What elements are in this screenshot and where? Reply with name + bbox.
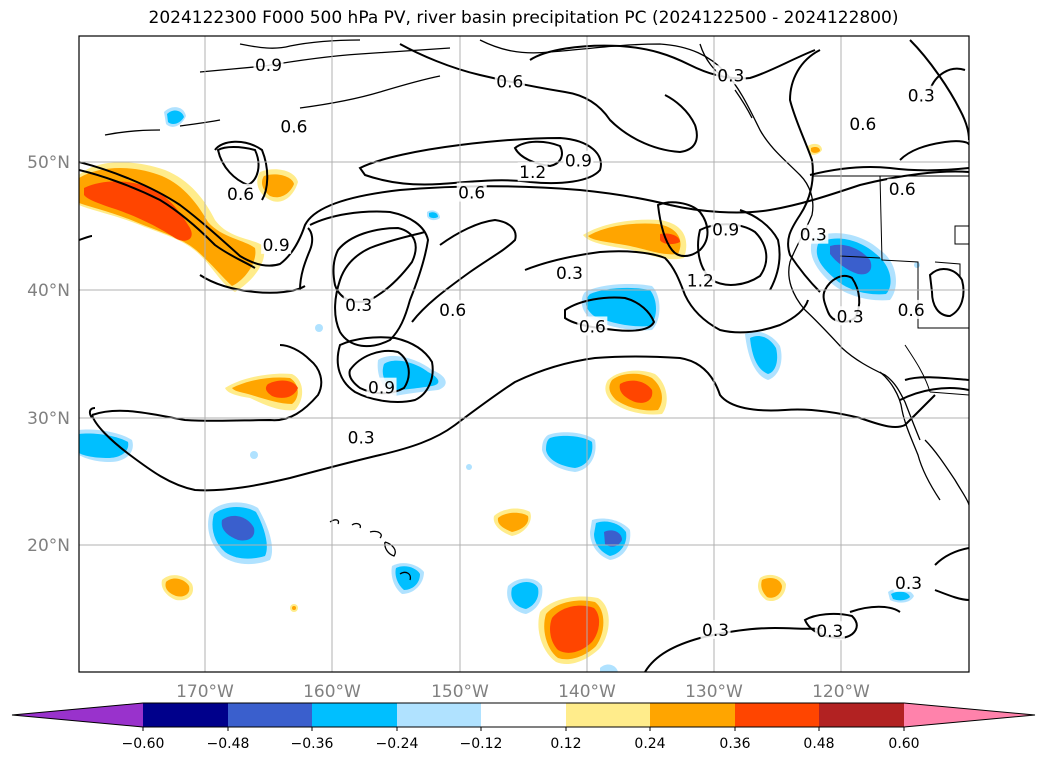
colorbar-extend-min [12, 703, 143, 727]
contour-label: 0.9 [565, 152, 592, 172]
longitude-labels: 170°W 160°W 150°W 140°W 130°W 120°W [176, 682, 870, 702]
map-frame [78, 35, 970, 673]
contour-label-bg [437, 299, 468, 319]
contour-label: 0.3 [895, 574, 922, 594]
lon-label-170w: 170°W [176, 682, 234, 702]
lon-label-120w: 120°W [812, 682, 870, 702]
colorbar-segment [650, 703, 735, 727]
contour-label-bg [887, 178, 918, 198]
contour-label: 0.9 [255, 56, 282, 76]
colorbar-segment [566, 703, 650, 727]
contour-label: 0.6 [579, 317, 606, 337]
contour-label: 0.3 [837, 307, 864, 327]
colorbar-tick: −0.24 [376, 736, 419, 752]
contour-label-bg [685, 270, 716, 290]
colorbar-segment [735, 703, 819, 727]
contour-label-bg [517, 162, 548, 182]
colorbar-tick: 0.60 [888, 736, 919, 752]
contour-label: 0.3 [556, 264, 583, 284]
contour-label-bg [456, 182, 487, 202]
colorbar-segment [397, 703, 481, 727]
lon-label-140w: 140°W [558, 682, 616, 702]
contour-label-bg [278, 116, 309, 136]
contour-label: 0.6 [280, 117, 307, 137]
contour-label-bg [261, 234, 292, 254]
contour-label: 0.3 [816, 622, 843, 642]
colorbar-tick: 0.12 [550, 736, 581, 752]
contour-label-bg [835, 306, 866, 326]
colorbar-tick: 0.48 [803, 736, 834, 752]
lat-label-30n: 30°N [27, 409, 70, 429]
colorbar-segment [143, 703, 228, 727]
country-state-borders [812, 175, 969, 396]
colorbar-tick: 0.36 [719, 736, 750, 752]
colorbar-segment [819, 703, 904, 727]
colorbar-extend-max [904, 703, 1035, 727]
contour-label-bg [906, 85, 937, 105]
contour-label: 0.3 [717, 66, 744, 86]
contour-label: 0.6 [496, 73, 523, 93]
contour-labels: 0.9 0.6 0.6 0.3 0.3 0.6 1.2 0.9 0.6 0.6 0.6 0.9 0.9 0… [225, 55, 937, 642]
contour-label: 0.3 [800, 226, 827, 246]
colorbar-tick: 0.24 [634, 736, 665, 752]
contour-label: 0.6 [889, 180, 916, 200]
graticule [79, 36, 969, 672]
contour-label: 0.6 [227, 185, 254, 205]
map-title: 2024122300 F000 500 hPa PV, river basin … [148, 8, 899, 28]
contour-label-bg [798, 224, 829, 244]
contour-label-bg [893, 572, 924, 592]
contour-label: 0.3 [345, 296, 372, 316]
contour-label-bg [577, 316, 608, 336]
colorbar-tick: −0.48 [207, 736, 250, 752]
contour-label: 0.3 [348, 428, 375, 448]
contour-label: 0.9 [368, 379, 395, 399]
colorbar-segment [481, 703, 566, 727]
map-background [79, 36, 969, 672]
contour-label: 0.3 [908, 87, 935, 107]
coastlines [104, 39, 969, 581]
latitude-labels: 50°N 40°N 30°N 20°N [27, 153, 70, 556]
contour-label-bg [814, 621, 845, 641]
contour-label-bg [253, 55, 284, 75]
contour-label-bg [847, 113, 878, 133]
negative-precip-shading [79, 107, 920, 672]
contour-label: 0.3 [702, 621, 729, 641]
contour-label: 1.2 [519, 163, 546, 183]
lon-label-130w: 130°W [685, 682, 743, 702]
colorbar-tick: −0.12 [460, 736, 503, 752]
contour-label: 0.6 [458, 184, 485, 204]
contour-label: 0.6 [898, 301, 925, 321]
contour-label: 0.6 [849, 115, 876, 135]
colorbar-tick: −0.60 [122, 736, 165, 752]
contour-label-bg [494, 71, 525, 91]
colorbar: −0.60 −0.48 −0.36 −0.24 −0.12 0.12 0.24 … [11, 702, 1036, 752]
contour-label-bg [700, 619, 731, 639]
contour-label-bg [366, 377, 397, 397]
contour-label-bg [896, 299, 927, 319]
contour-label-bg [563, 150, 594, 170]
contour-label-bg [343, 294, 374, 314]
lat-label-50n: 50°N [27, 153, 70, 173]
contour-label-bg [225, 183, 256, 203]
lon-label-160w: 160°W [303, 682, 361, 702]
contour-label-bg [710, 219, 741, 239]
lat-label-20n: 20°N [27, 536, 70, 556]
lat-label-40n: 40°N [27, 281, 70, 301]
contour-label-bg [715, 65, 746, 85]
colorbar-segment [312, 703, 397, 727]
contour-label: 0.6 [439, 301, 466, 321]
colorbar-segment [228, 703, 312, 727]
contour-label: 0.9 [712, 221, 739, 241]
contour-label-bg [346, 427, 377, 447]
contour-label: 0.9 [263, 236, 290, 256]
contour-label: 1.2 [687, 272, 714, 292]
lon-label-150w: 150°W [431, 682, 489, 702]
contour-label-bg [554, 262, 585, 282]
colorbar-tick: −0.36 [291, 736, 334, 752]
map-layers: 0.9 0.6 0.6 0.3 0.3 0.6 1.2 0.9 0.6 0.6 0.6 0.9 0.9 0… [79, 36, 969, 672]
